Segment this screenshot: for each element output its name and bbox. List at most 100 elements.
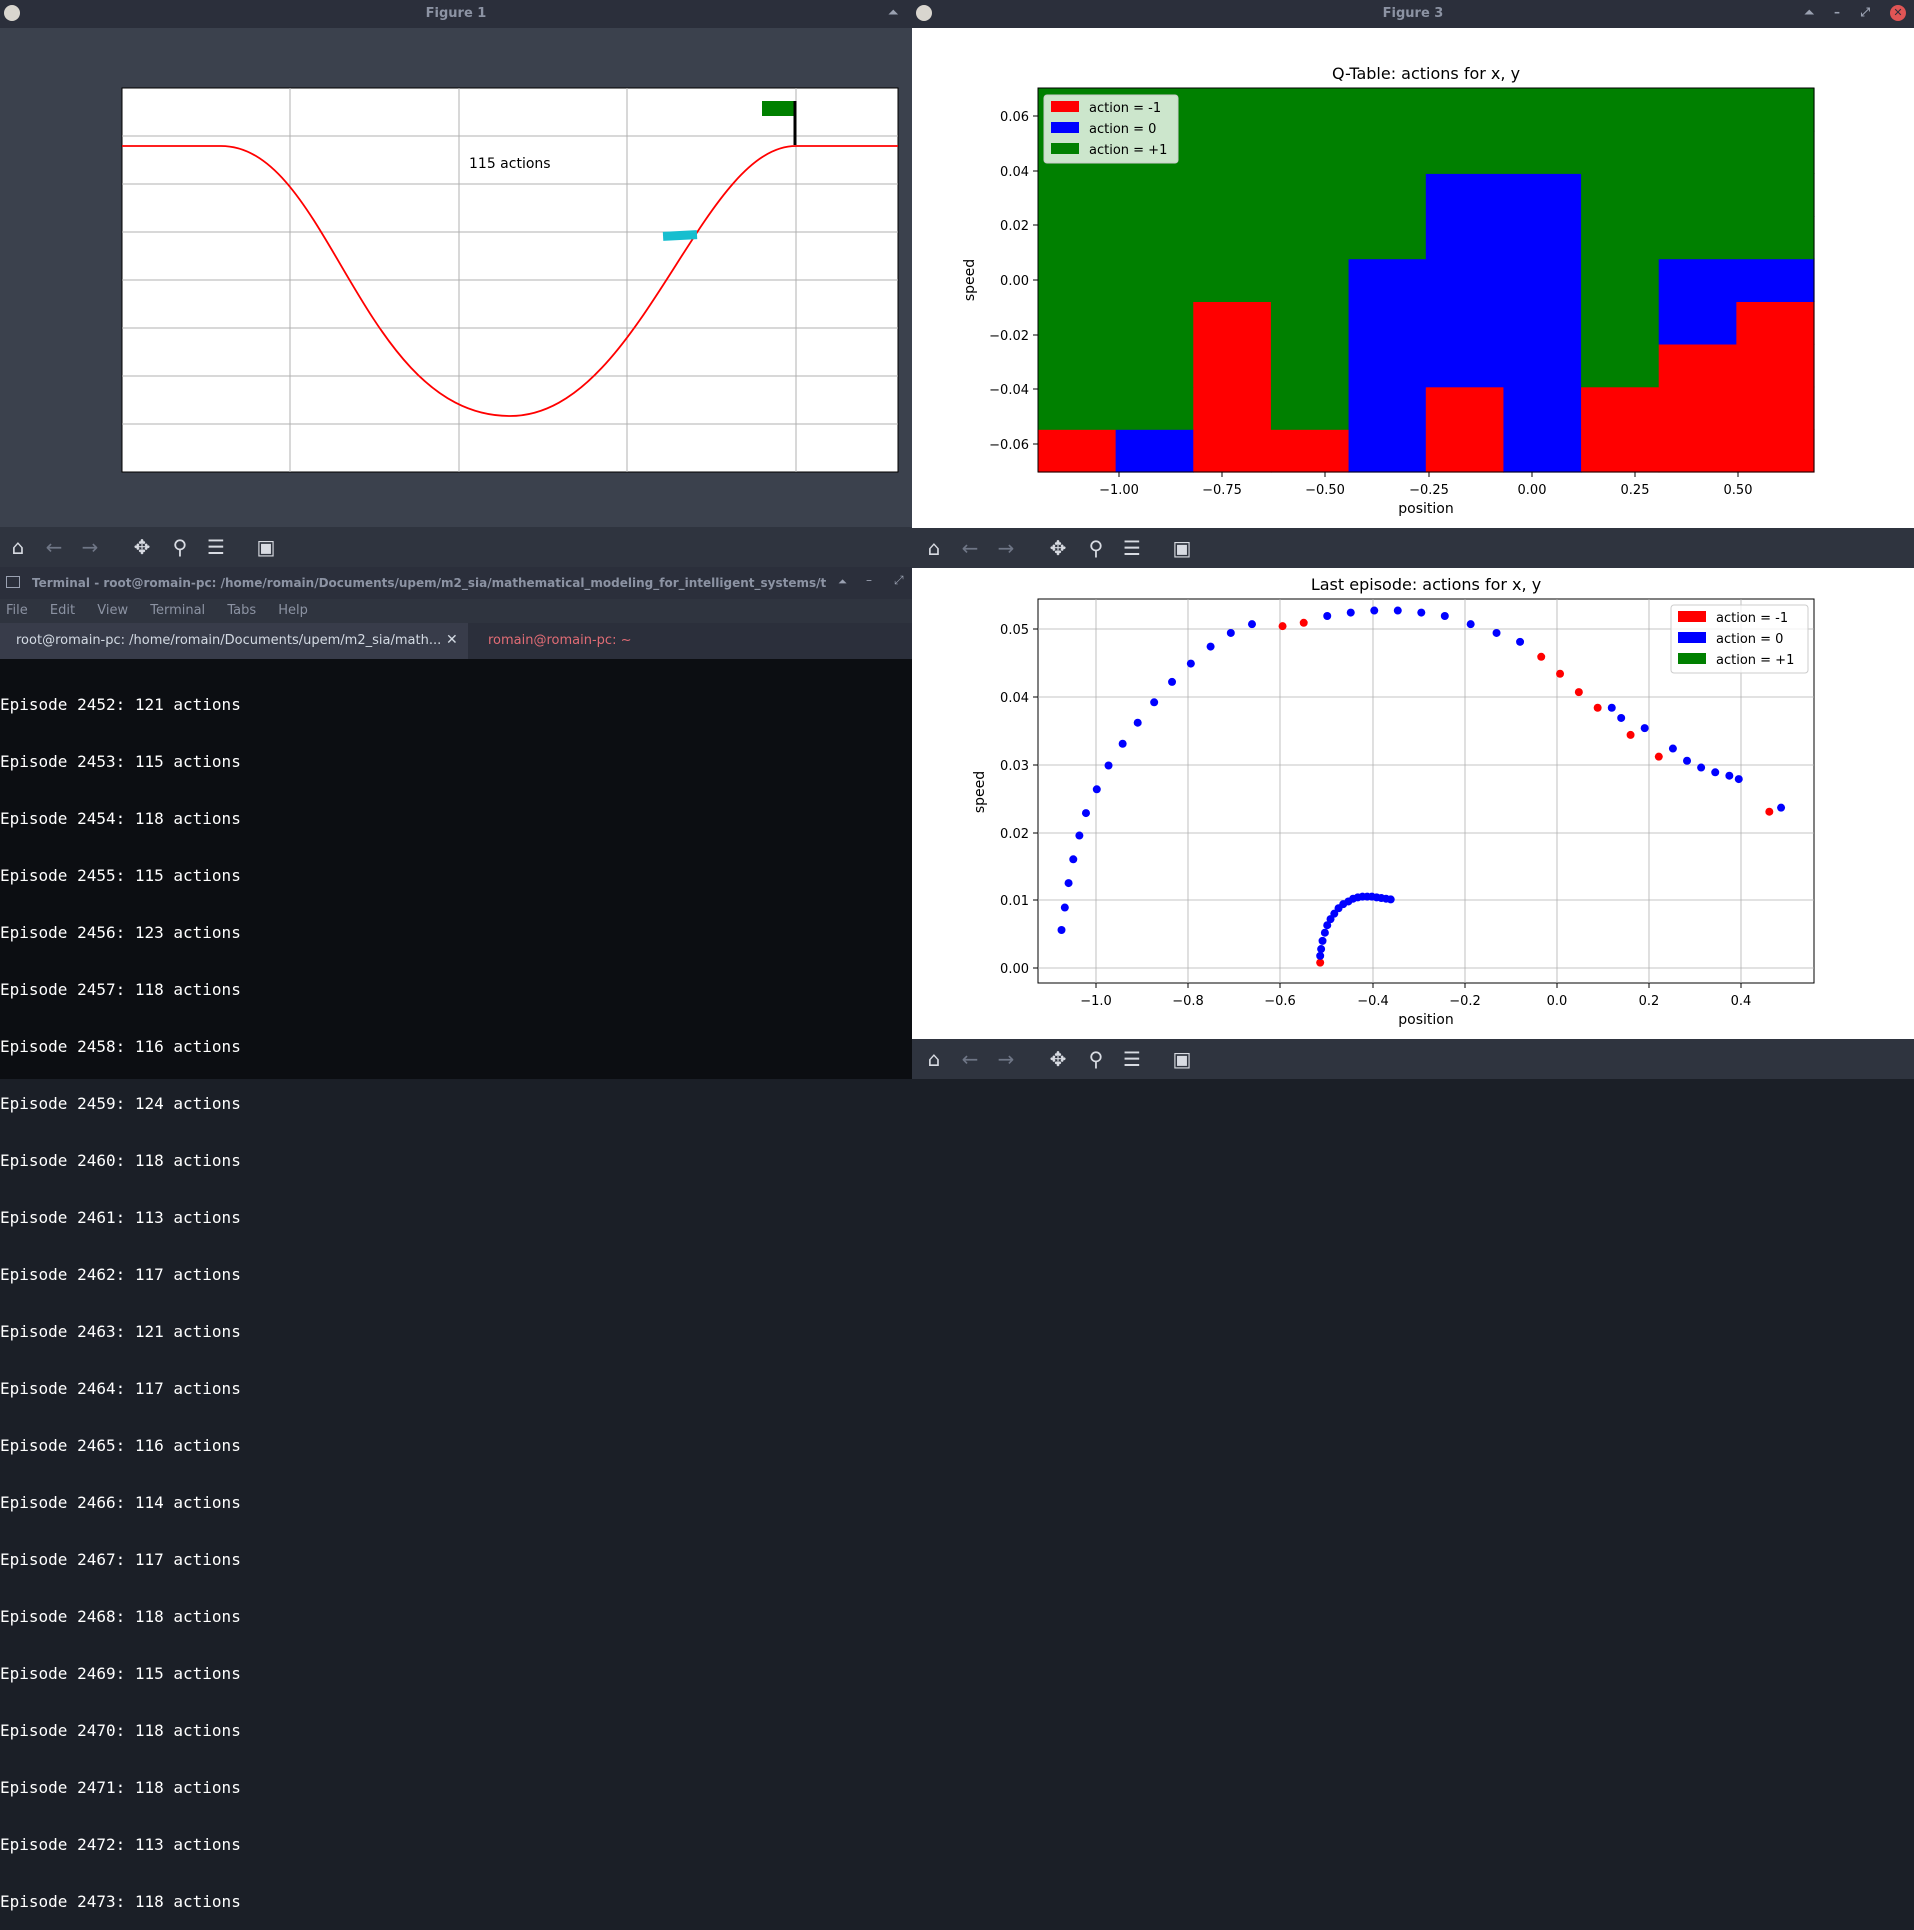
- qtable-cell: [1348, 216, 1427, 260]
- scatter-point: [1081, 809, 1090, 818]
- pan-icon[interactable]: ✥: [133, 535, 151, 559]
- y-axis-label: speed: [972, 771, 988, 813]
- qtable-cell: [1115, 173, 1194, 217]
- menu-edit[interactable]: Edit: [49, 603, 76, 618]
- qtable-cell: [1658, 386, 1737, 430]
- figure1-window: Figure 1 ⏶ 115 actions ⌂ ← → ✥ ⚲ ☰ ▣: [0, 0, 912, 567]
- qtable-cell: [1425, 258, 1505, 302]
- scatter-point: [1316, 951, 1325, 960]
- scatter-point: [1607, 703, 1616, 712]
- qtable-cell: [1348, 258, 1427, 302]
- qtable-cell: [1193, 386, 1272, 430]
- maximize-icon[interactable]: ⤢: [894, 573, 904, 587]
- scatter-title: Last episode: actions for x, y: [1311, 575, 1541, 594]
- close-icon[interactable]: ✕: [446, 632, 458, 648]
- scatter-point: [1777, 803, 1786, 812]
- scatter-point: [1057, 925, 1066, 934]
- terminal-line: Episode 2457: 118 actions: [0, 980, 241, 999]
- qtable-cell: [1503, 301, 1582, 345]
- legend-swatch: [1678, 653, 1706, 664]
- zoom-icon[interactable]: ⚲: [1088, 1047, 1104, 1071]
- scatter-point: [1316, 958, 1325, 967]
- qtable-title: Q-Table: actions for x, y: [1332, 64, 1520, 83]
- save-icon[interactable]: ▣: [1172, 536, 1192, 560]
- tick-label: 0.05: [1000, 623, 1029, 638]
- qtable-cell: [1425, 429, 1505, 473]
- forward-icon[interactable]: →: [997, 1047, 1015, 1071]
- menu-view[interactable]: View: [97, 603, 129, 618]
- qtable-yticks: 0.06 0.04 0.02 0.00 −0.02 −0.04 −0.06: [989, 110, 1038, 453]
- terminal-line: Episode 2456: 123 actions: [0, 923, 241, 942]
- qtable-cell: [1115, 386, 1194, 430]
- home-icon[interactable]: ⌂: [927, 536, 941, 560]
- qtable-cell: [1581, 88, 1660, 132]
- close-icon[interactable]: ✕: [1890, 5, 1906, 21]
- window-title: Figure 1: [425, 6, 487, 21]
- qtable-cell: [1503, 386, 1582, 430]
- figure1-titlebar[interactable]: Figure 1 ⏶: [0, 0, 912, 28]
- zoom-icon[interactable]: ⚲: [172, 535, 188, 559]
- tab-label: romain@romain-pc: ~: [488, 633, 632, 648]
- qtable-cell: [1736, 429, 1815, 473]
- back-icon[interactable]: ←: [45, 535, 63, 559]
- legend-label: action = -1: [1089, 101, 1161, 116]
- qtable-cell: [1658, 173, 1737, 217]
- qtable-cell: [1736, 386, 1815, 430]
- qtable-cell: [1270, 258, 1350, 302]
- scatter-point: [1069, 855, 1078, 864]
- qtable-cell: [1348, 386, 1427, 430]
- scatter-point: [1668, 744, 1677, 753]
- scatter-point: [1386, 895, 1395, 904]
- gridlines: [122, 88, 898, 472]
- qtable-cell: [1503, 216, 1582, 260]
- pan-icon[interactable]: ✥: [1049, 536, 1067, 560]
- shade-icon[interactable]: ⏶: [838, 575, 847, 588]
- minimize-icon[interactable]: –: [866, 573, 872, 587]
- save-icon[interactable]: ▣: [256, 535, 276, 559]
- pan-icon[interactable]: ✥: [1049, 1047, 1067, 1071]
- qtable-xticks: −1.00 −0.75 −0.50 −0.25 0.00 0.25 0.50: [1099, 472, 1752, 498]
- scatter-point: [1226, 628, 1235, 637]
- configure-icon[interactable]: ☰: [207, 535, 225, 559]
- configure-icon[interactable]: ☰: [1123, 1047, 1141, 1071]
- figure1-toolbar: ⌂ ← → ✥ ⚲ ☰ ▣: [0, 527, 912, 567]
- configure-icon[interactable]: ☰: [1123, 536, 1141, 560]
- tick-label: 0.00: [1000, 274, 1029, 289]
- tick-label: −0.25: [1409, 483, 1449, 498]
- maximize-icon[interactable]: ⤢: [1860, 5, 1870, 19]
- scatter-point: [1064, 879, 1073, 888]
- forward-icon[interactable]: →: [81, 535, 99, 559]
- menu-terminal[interactable]: Terminal: [150, 603, 206, 618]
- figure3-titlebar[interactable]: Figure 3 ⏶ – ⤢ ✕: [912, 0, 1914, 28]
- scatter-point: [1626, 730, 1635, 739]
- tick-label: 0.4: [1731, 994, 1752, 1009]
- terminal-line: Episode 2461: 113 actions: [0, 1208, 241, 1227]
- scatter-point: [1247, 620, 1256, 629]
- terminal-output[interactable]: Episode 2452: 121 actions Episode 2453: …: [0, 657, 910, 1930]
- zoom-icon[interactable]: ⚲: [1088, 536, 1104, 560]
- scatter-point: [1640, 724, 1649, 733]
- home-icon[interactable]: ⌂: [927, 1047, 941, 1071]
- menu-tabs[interactable]: Tabs: [227, 603, 257, 618]
- menu-file[interactable]: File: [6, 603, 28, 618]
- save-icon[interactable]: ▣: [1172, 1047, 1192, 1071]
- minimize-icon[interactable]: –: [1834, 5, 1840, 19]
- forward-icon[interactable]: →: [997, 536, 1015, 560]
- qtable-cell: [1348, 343, 1427, 388]
- tick-label: 0.02: [1000, 827, 1029, 842]
- terminal-titlebar[interactable]: Terminal - root@romain-pc: /home/romain/…: [0, 567, 912, 599]
- qtable-cell: [1193, 301, 1272, 345]
- scatter-point: [1765, 807, 1774, 816]
- qtable-cell: [1348, 173, 1427, 217]
- home-icon[interactable]: ⌂: [11, 535, 25, 559]
- shade-icon[interactable]: ⏶: [1804, 5, 1814, 19]
- scatter-canvas: Last episode: actions for x, y −1.0 −0.8…: [972, 575, 1815, 1028]
- menu-help[interactable]: Help: [278, 603, 308, 618]
- tab-root[interactable]: root@romain-pc: /home/romain/Documents/u…: [0, 623, 468, 659]
- back-icon[interactable]: ←: [961, 1047, 979, 1071]
- tick-label: −0.6: [1264, 994, 1296, 1009]
- tab-romain[interactable]: romain@romain-pc: ~: [470, 623, 720, 659]
- shade-icon[interactable]: ⏶: [888, 5, 898, 19]
- terminal-line: Episode 2468: 118 actions: [0, 1607, 241, 1626]
- back-icon[interactable]: ←: [961, 536, 979, 560]
